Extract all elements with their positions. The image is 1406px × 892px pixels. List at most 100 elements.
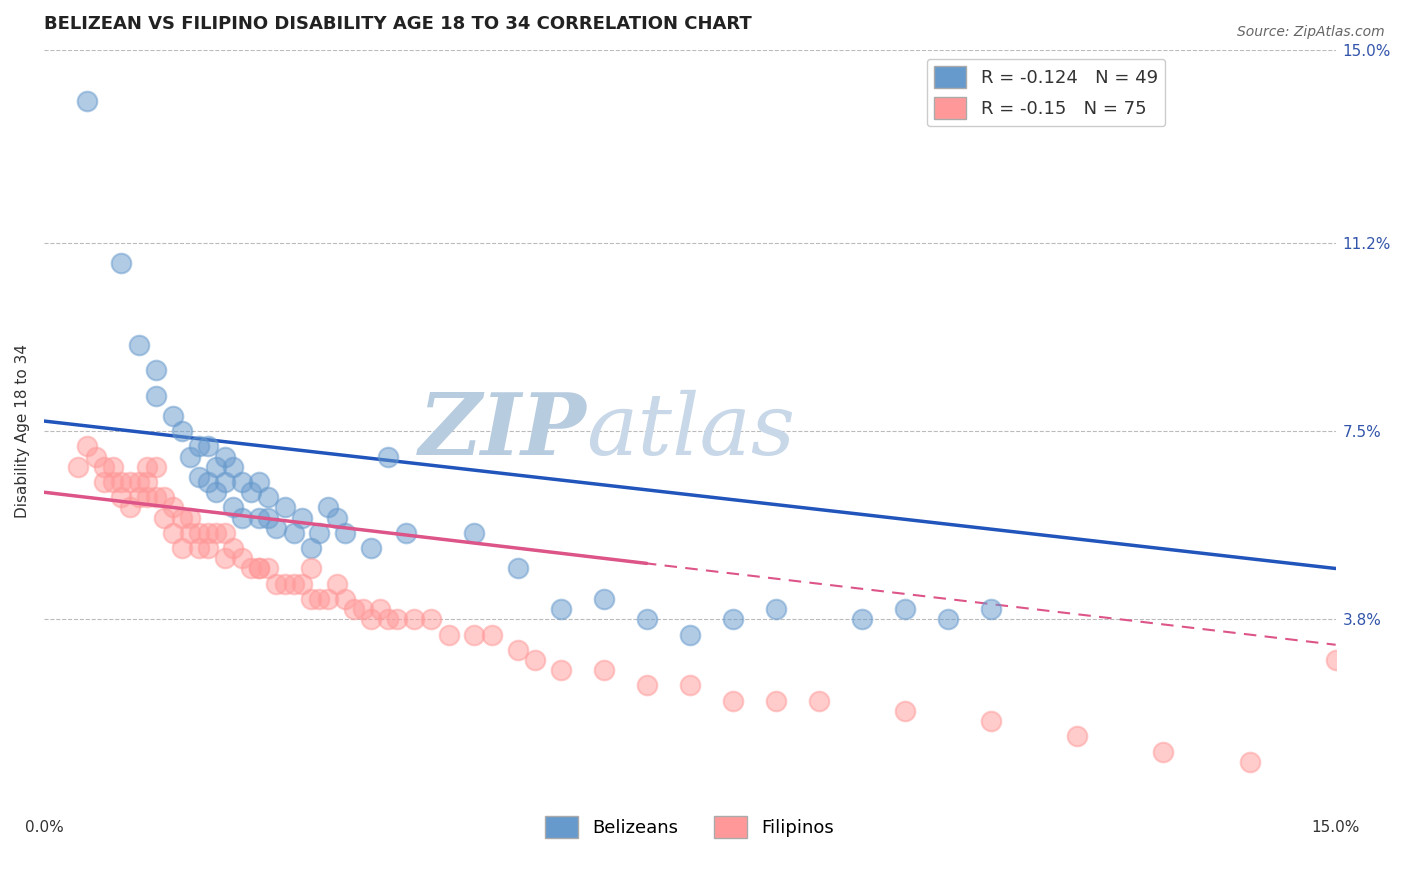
Point bbox=[214, 475, 236, 489]
Point bbox=[679, 678, 702, 692]
Point bbox=[179, 525, 201, 540]
Point bbox=[463, 525, 485, 540]
Point bbox=[118, 475, 141, 489]
Point bbox=[360, 612, 382, 626]
Point bbox=[420, 612, 443, 626]
Point bbox=[170, 541, 193, 556]
Point bbox=[506, 643, 529, 657]
Point bbox=[247, 475, 270, 489]
Point bbox=[84, 450, 107, 464]
Point bbox=[807, 694, 830, 708]
Point bbox=[136, 491, 159, 505]
Point bbox=[222, 500, 245, 515]
Point bbox=[308, 592, 330, 607]
Point bbox=[266, 576, 288, 591]
Point bbox=[385, 612, 408, 626]
Point bbox=[377, 612, 399, 626]
Point bbox=[274, 500, 297, 515]
Point bbox=[197, 475, 219, 489]
Point bbox=[93, 459, 115, 474]
Point bbox=[162, 500, 184, 515]
Point bbox=[299, 561, 322, 575]
Point bbox=[145, 459, 167, 474]
Point bbox=[247, 561, 270, 575]
Point bbox=[765, 602, 787, 616]
Point bbox=[239, 485, 262, 500]
Point bbox=[335, 525, 357, 540]
Point bbox=[325, 510, 347, 524]
Point bbox=[343, 602, 366, 616]
Point bbox=[153, 491, 176, 505]
Point bbox=[1152, 745, 1174, 759]
Point bbox=[394, 525, 416, 540]
Point bbox=[256, 491, 278, 505]
Point bbox=[894, 704, 917, 718]
Point bbox=[894, 602, 917, 616]
Point bbox=[352, 602, 374, 616]
Point bbox=[145, 389, 167, 403]
Point bbox=[283, 576, 305, 591]
Point bbox=[550, 663, 572, 677]
Point bbox=[1324, 653, 1347, 667]
Point bbox=[1239, 755, 1261, 769]
Point bbox=[197, 525, 219, 540]
Point bbox=[187, 541, 209, 556]
Point bbox=[170, 510, 193, 524]
Point bbox=[187, 440, 209, 454]
Point bbox=[316, 500, 339, 515]
Point bbox=[110, 475, 132, 489]
Text: Source: ZipAtlas.com: Source: ZipAtlas.com bbox=[1237, 25, 1385, 39]
Point bbox=[67, 459, 90, 474]
Point bbox=[1066, 729, 1088, 743]
Point bbox=[145, 363, 167, 377]
Point bbox=[136, 475, 159, 489]
Point bbox=[153, 510, 176, 524]
Point bbox=[170, 424, 193, 438]
Point bbox=[214, 551, 236, 566]
Point bbox=[256, 510, 278, 524]
Point bbox=[335, 592, 357, 607]
Point bbox=[162, 409, 184, 423]
Point bbox=[506, 561, 529, 575]
Point bbox=[145, 491, 167, 505]
Point bbox=[299, 541, 322, 556]
Point bbox=[550, 602, 572, 616]
Point bbox=[721, 612, 744, 626]
Point bbox=[437, 627, 460, 641]
Point bbox=[765, 694, 787, 708]
Point bbox=[205, 525, 228, 540]
Point bbox=[222, 541, 245, 556]
Point bbox=[308, 525, 330, 540]
Point bbox=[205, 485, 228, 500]
Text: BELIZEAN VS FILIPINO DISABILITY AGE 18 TO 34 CORRELATION CHART: BELIZEAN VS FILIPINO DISABILITY AGE 18 T… bbox=[44, 15, 752, 33]
Point bbox=[463, 627, 485, 641]
Point bbox=[205, 459, 228, 474]
Text: ZIP: ZIP bbox=[419, 390, 586, 473]
Point bbox=[136, 459, 159, 474]
Point bbox=[291, 576, 314, 591]
Point bbox=[404, 612, 426, 626]
Point bbox=[274, 576, 297, 591]
Point bbox=[222, 459, 245, 474]
Point bbox=[118, 500, 141, 515]
Point bbox=[592, 663, 614, 677]
Point bbox=[523, 653, 546, 667]
Point bbox=[377, 450, 399, 464]
Text: atlas: atlas bbox=[586, 390, 796, 473]
Y-axis label: Disability Age 18 to 34: Disability Age 18 to 34 bbox=[15, 344, 30, 518]
Point bbox=[214, 525, 236, 540]
Point bbox=[187, 470, 209, 484]
Point bbox=[256, 561, 278, 575]
Point bbox=[247, 510, 270, 524]
Point bbox=[162, 525, 184, 540]
Point bbox=[128, 338, 150, 352]
Point bbox=[368, 602, 391, 616]
Point bbox=[980, 714, 1002, 728]
Point bbox=[291, 510, 314, 524]
Point bbox=[247, 561, 270, 575]
Point bbox=[197, 541, 219, 556]
Point bbox=[283, 525, 305, 540]
Point bbox=[592, 592, 614, 607]
Point bbox=[679, 627, 702, 641]
Point bbox=[110, 256, 132, 270]
